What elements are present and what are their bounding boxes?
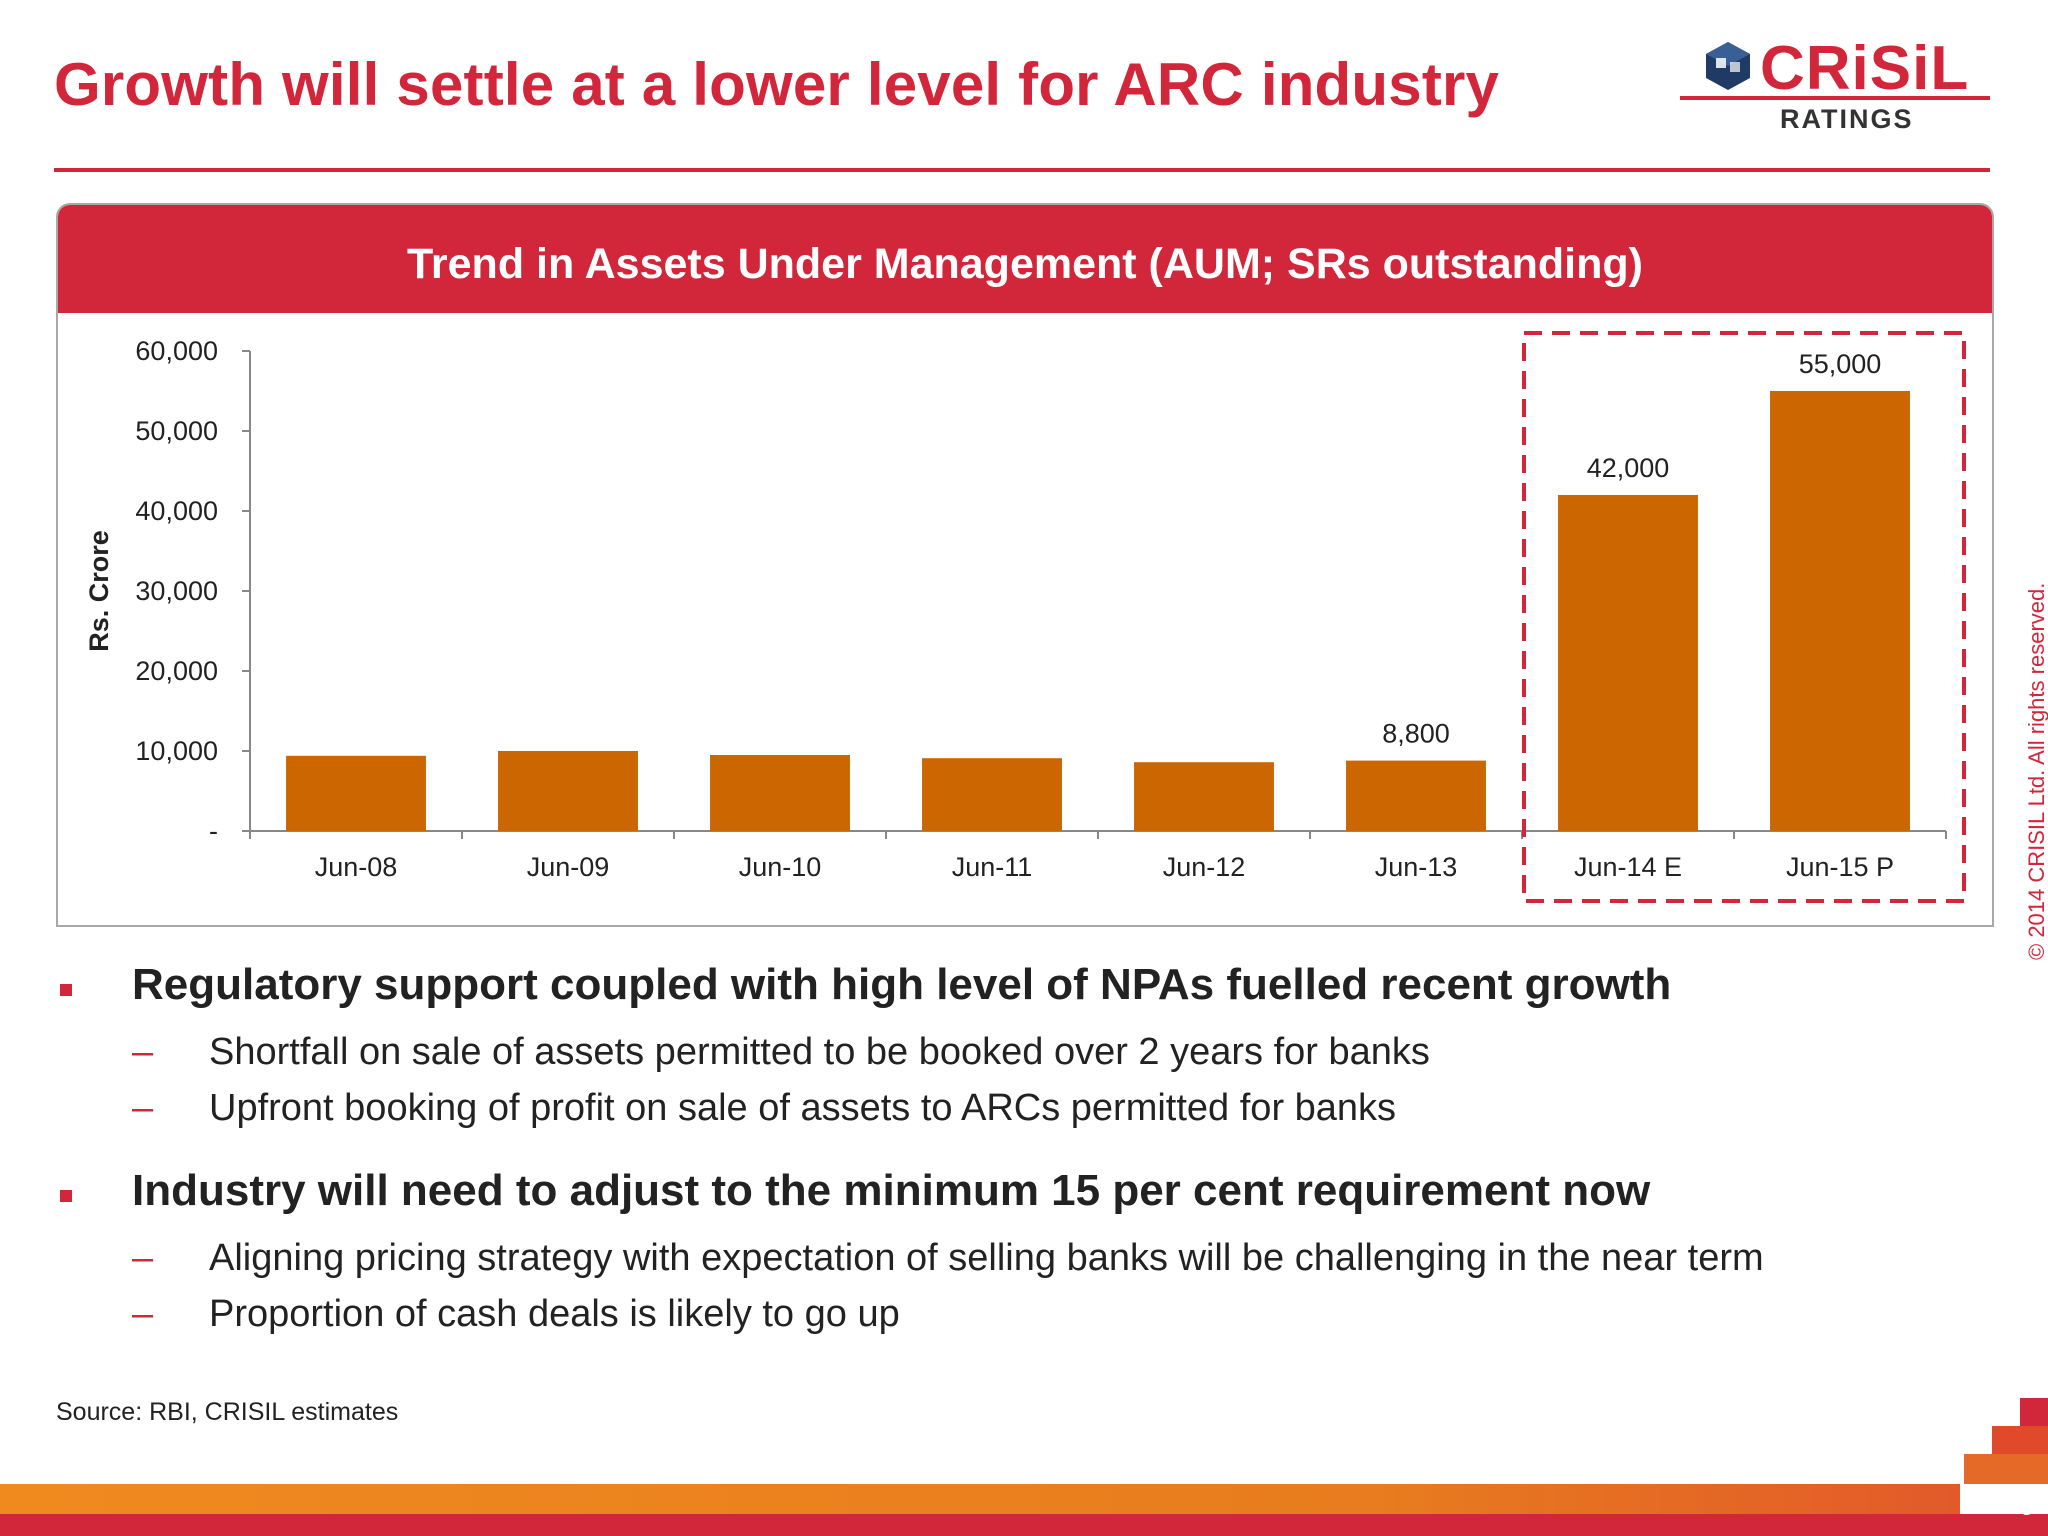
footer-steps-decoration	[1964, 1398, 2048, 1484]
source-note: Source: RBI, CRISIL estimates	[56, 1398, 399, 1426]
copyright-notice: © 2014 CRISIL Ltd. All rights reserved.	[2024, 582, 2048, 960]
slide-title: Growth will settle at a lower level for …	[54, 51, 1500, 118]
page-number: 3	[2020, 1494, 2034, 1521]
sub-bullet-text: Upfront booking of profit on sale of ass…	[209, 1087, 1397, 1129]
footer-orange-band	[0, 1484, 1960, 1514]
sub-bullet-item: – Shortfall on sale of assets permitted …	[54, 1024, 1954, 1080]
y-tick-label: 40,000	[135, 496, 218, 526]
bullet-list: Regulatory support coupled with high lev…	[54, 960, 1954, 1342]
bullet-text: Industry will need to adjust to the mini…	[132, 1166, 1651, 1215]
sub-bullet-text: Proportion of cash deals is likely to go…	[209, 1293, 900, 1335]
x-tick-label: Jun-14 E	[1574, 852, 1682, 882]
sub-bullet-item: – Upfront booking of profit on sale of a…	[54, 1080, 1954, 1136]
x-tick-label: Jun-12	[1163, 852, 1246, 882]
y-tick-label: 50,000	[135, 416, 218, 446]
aum-bar-chart: - 10,000 20,000 30,000 40,000 50,000 60,000 Rs.…	[84, 331, 1966, 903]
logo-subtitle: RATINGS	[1780, 104, 1914, 134]
bar-jun-15-p	[1770, 391, 1910, 831]
bullet-square-icon	[60, 1190, 72, 1202]
chart-panel: Trend in Assets Under Management (AUM; S…	[56, 203, 1994, 927]
bullet-item: Regulatory support coupled with high lev…	[54, 960, 1954, 1010]
x-tick-label: Jun-08	[315, 852, 398, 882]
bar-jun-10	[710, 755, 850, 831]
bar-jun-08	[286, 755, 426, 831]
bar-jun-13	[1346, 760, 1486, 831]
sub-bullet-text: Shortfall on sale of assets permitted to…	[209, 1031, 1430, 1073]
data-label: 8,800	[1382, 719, 1450, 749]
crisil-cube-icon	[1706, 42, 1750, 90]
title-divider	[54, 168, 1990, 172]
logo-wordmark: CRiSiL	[1760, 34, 1970, 103]
y-tick-label: 60,000	[135, 336, 218, 366]
bullet-text: Regulatory support coupled with high lev…	[132, 960, 1672, 1009]
data-label: 42,000	[1587, 453, 1670, 483]
y-axis-title: Rs. Crore	[84, 530, 114, 652]
x-tick-label: Jun-10	[739, 852, 822, 882]
bar-jun-11	[922, 758, 1062, 831]
sub-bullet-text: Aligning pricing strategy with expectati…	[209, 1237, 1764, 1279]
dash-icon: –	[132, 1087, 154, 1129]
x-tick-label: Jun-11	[952, 852, 1033, 882]
x-tick-label: Jun-13	[1375, 852, 1458, 882]
y-tick-label: -	[209, 816, 218, 846]
dash-icon: –	[132, 1293, 154, 1335]
bullet-square-icon	[60, 984, 72, 996]
y-tick-label: 20,000	[135, 656, 218, 686]
bar-jun-14-e	[1558, 495, 1698, 831]
bar-jun-12	[1134, 762, 1274, 831]
sub-bullet-item: – Proportion of cash deals is likely to …	[54, 1286, 1954, 1342]
chart-title: Trend in Assets Under Management (AUM; S…	[58, 205, 1992, 313]
sub-bullet-item: – Aligning pricing strategy with expecta…	[54, 1230, 1954, 1286]
logo-underline	[1680, 96, 1990, 100]
dash-icon: –	[132, 1031, 154, 1073]
data-label: 55,000	[1799, 349, 1882, 379]
dash-icon: –	[132, 1237, 154, 1279]
y-tick-label: 10,000	[135, 736, 218, 766]
bullet-item: Industry will need to adjust to the mini…	[54, 1166, 1954, 1216]
y-tick-label: 30,000	[135, 576, 218, 606]
crisil-logo: CRiSiL RATINGS	[1680, 38, 1990, 134]
footer-red-band	[0, 1514, 2048, 1536]
x-tick-label: Jun-15 P	[1786, 852, 1894, 882]
bar-jun-09	[498, 751, 638, 831]
x-tick-label: Jun-09	[527, 852, 610, 882]
